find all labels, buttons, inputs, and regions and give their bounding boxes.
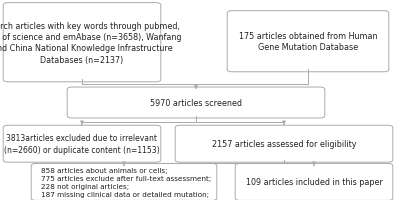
- Text: 175 articles obtained from Human
Gene Mutation Database: 175 articles obtained from Human Gene Mu…: [239, 32, 377, 52]
- Text: 3813articles excluded due to irrelevant
(n=2660) or duplicate content (n=1153): 3813articles excluded due to irrelevant …: [4, 134, 160, 154]
- FancyBboxPatch shape: [227, 12, 389, 72]
- Text: 5970 articles screened: 5970 articles screened: [150, 99, 242, 107]
- Text: 858 articles about animals or cells;
775 articles exclude after full-text assess: 858 articles about animals or cells; 775…: [41, 167, 211, 197]
- FancyBboxPatch shape: [235, 164, 393, 200]
- Text: 2157 articles assessed for eligibility: 2157 articles assessed for eligibility: [212, 140, 356, 148]
- FancyBboxPatch shape: [3, 126, 161, 162]
- FancyBboxPatch shape: [67, 88, 325, 118]
- Text: Search articles with key words through pubmed,
web of science and emAbase (n=365: Search articles with key words through p…: [0, 21, 181, 65]
- FancyBboxPatch shape: [31, 164, 217, 200]
- FancyBboxPatch shape: [175, 126, 393, 162]
- FancyBboxPatch shape: [3, 4, 161, 82]
- Text: 109 articles included in this paper: 109 articles included in this paper: [246, 178, 382, 186]
